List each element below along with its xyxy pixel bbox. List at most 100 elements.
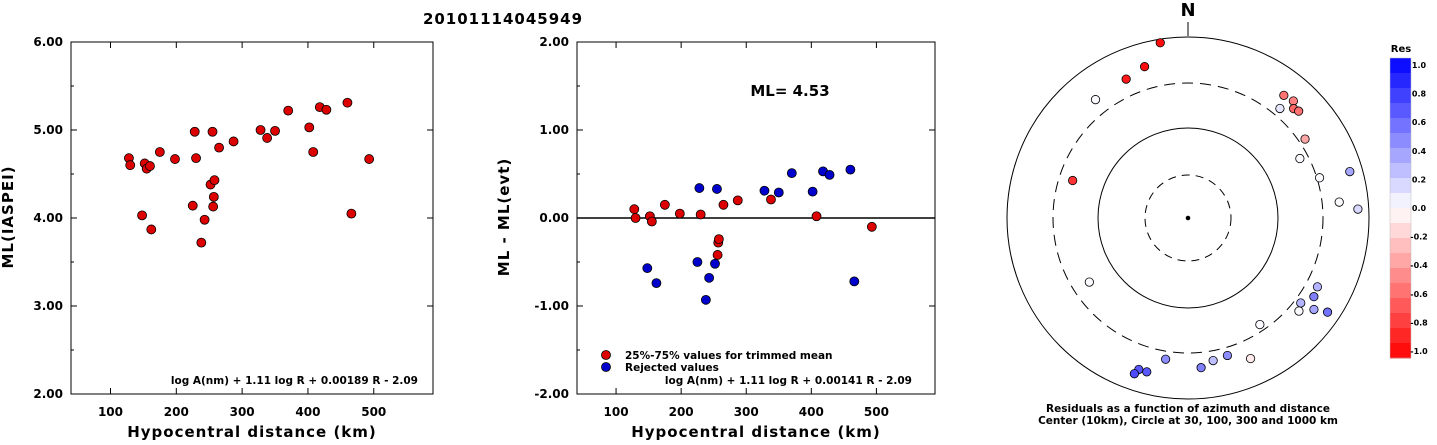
residual-data-point	[694, 183, 705, 193]
ml-xtick-label: 300	[230, 405, 255, 419]
station-marker	[1275, 103, 1285, 114]
legend-label-trimmed: 25%-75% values for trimmed mean	[625, 350, 833, 362]
colorbar-swatch	[1390, 163, 1411, 179]
ml-data-point	[228, 136, 239, 147]
colorbar-swatch	[1390, 268, 1411, 284]
colorbar-swatch	[1390, 88, 1411, 104]
station-markers	[1068, 38, 1363, 379]
colorbar-swatch	[1390, 313, 1411, 329]
ml-ytick-label: 4.00	[33, 211, 63, 225]
colorbar-swatch	[1390, 193, 1411, 209]
residual-data-point	[674, 208, 685, 219]
ml-data-point	[346, 208, 357, 219]
legend-label-rejected: Rejected values	[625, 362, 719, 374]
colorbar-label: -0.4	[1410, 261, 1428, 270]
residual-ytick-label: -2.00	[534, 387, 569, 401]
residual-data-point	[849, 276, 860, 287]
residual-data-point	[866, 221, 877, 232]
colorbar-title: Res	[1391, 44, 1411, 55]
ml-xlabel: Hypocentral distance (km)	[127, 423, 377, 441]
station-marker	[1309, 292, 1319, 302]
ml-points	[124, 97, 375, 248]
station-marker	[1345, 167, 1355, 177]
ml-data-point	[304, 122, 315, 133]
residual-data-point	[692, 257, 703, 267]
colorbar-label: -1.0	[1410, 347, 1428, 356]
residual-data-point	[642, 263, 653, 274]
ml-data-point	[187, 200, 198, 211]
ml-data-point	[207, 126, 218, 137]
legend-marker-rejected	[601, 362, 611, 372]
residual-xlabel: Hypocentral distance (km)	[631, 423, 881, 441]
station-marker	[1129, 369, 1139, 379]
residual-data-point	[759, 185, 770, 196]
ml-ytick-label: 3.00	[33, 299, 63, 313]
colorbar-swatch	[1390, 58, 1411, 74]
station-marker	[1161, 354, 1171, 364]
colorbar-swatch	[1390, 238, 1411, 254]
ml-ytick-label: 6.00	[33, 35, 63, 49]
station-marker	[1300, 134, 1310, 144]
colorbar-swatch	[1390, 208, 1411, 224]
station-marker	[1222, 350, 1233, 361]
station-marker	[1208, 356, 1218, 366]
ml-ticks: 100 200 300 400 500 2.00 3.00 4.00 5.00 6.00	[33, 35, 433, 419]
ml-data-point	[170, 154, 180, 164]
residual-vs-distance-panel: 100 200 300 400 500 -2.00 -1.00 0.00 1.00 2.00 ML…	[495, 35, 936, 441]
residual-xtick-label: 500	[864, 405, 889, 419]
station-marker	[1139, 62, 1150, 72]
azimuth-distance-panel: N Residuals as a function of azimuth and…	[1006, 0, 1370, 427]
station-marker	[1245, 353, 1256, 364]
colorbar-labels: 1.0 0.8 0.6 0.4 0.2 0.0 -0.2 -0.4 -0.6 -0.8 -1.0	[1410, 61, 1428, 356]
residual-data-point	[712, 184, 722, 194]
ml-data-point	[189, 126, 200, 137]
station-marker	[1090, 95, 1101, 105]
ml-data-point	[308, 147, 319, 157]
residual-data-point	[713, 234, 724, 245]
colorbar-swatch	[1390, 103, 1411, 119]
residual-ylabel: ML - ML(evt)	[495, 158, 513, 276]
colorbar-label: 0.6	[1412, 118, 1427, 127]
residual-ytick-label: 1.00	[539, 123, 569, 137]
ml-data-point	[208, 191, 219, 202]
residual-ytick-label: 2.00	[539, 35, 569, 49]
residual-data-point	[732, 195, 743, 206]
epicenter-marker	[1185, 215, 1191, 221]
residual-data-point	[695, 209, 706, 220]
colorbar-label: 0.8	[1412, 90, 1427, 99]
polar-caption-line2: Center (10km), Circle at 30, 100, 300 an…	[1038, 415, 1338, 427]
residual-data-point	[786, 168, 797, 179]
colorbar-swatch	[1390, 178, 1411, 194]
legend-marker-trimmed	[601, 350, 611, 360]
station-marker	[1288, 96, 1298, 106]
station-marker	[1295, 153, 1305, 164]
residual-xtick-label: 400	[799, 405, 824, 419]
ml-data-point	[137, 210, 147, 221]
residual-ytick-label: -1.00	[534, 299, 569, 313]
ml-data-point	[214, 142, 224, 153]
ring-1000km	[1006, 36, 1370, 400]
residual-ytick-label: 0.00	[539, 211, 569, 225]
station-marker	[1314, 173, 1325, 183]
ml-data-point	[283, 105, 294, 116]
ml-ytick-label: 2.00	[33, 387, 63, 401]
residual-data-point	[659, 199, 670, 210]
residual-colorbar: Res 1.0 0.8 0.6 0.4 0.2 0.0 -0.2 -0.4 -0.6 -0.8 -1…	[1389, 44, 1428, 359]
station-marker	[1296, 298, 1306, 308]
residual-data-point	[773, 187, 784, 198]
colorbar-swatch	[1390, 328, 1411, 344]
colorbar-swatch	[1390, 253, 1411, 269]
residual-data-point	[651, 278, 662, 289]
residual-data-point	[712, 250, 723, 260]
residual-data-point	[807, 186, 818, 197]
colorbar-label: -0.6	[1410, 290, 1428, 299]
residual-data-point	[766, 194, 776, 205]
station-marker	[1084, 277, 1094, 287]
figure-title: 20101114045949	[423, 10, 583, 28]
ml-data-point	[154, 147, 165, 157]
ml-data-point	[342, 97, 353, 108]
ml-data-point	[199, 214, 210, 225]
residual-data-point	[845, 164, 856, 175]
